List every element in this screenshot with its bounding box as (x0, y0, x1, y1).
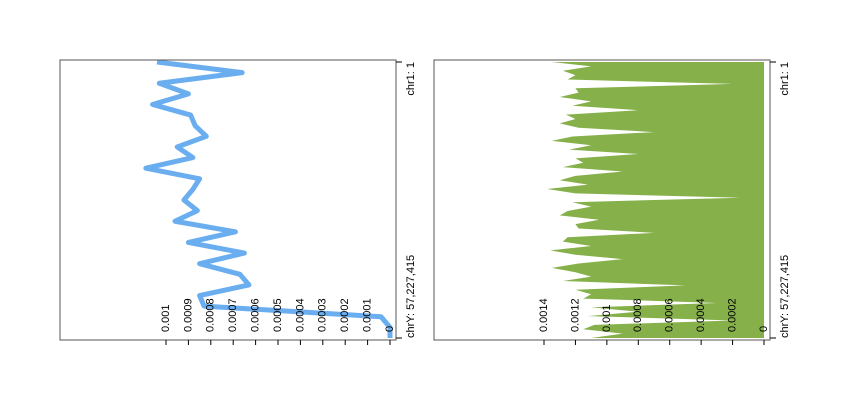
value-tick-label: 0 (758, 326, 770, 332)
track-frame (59, 59, 397, 341)
value-tick-label: 0.0004 (695, 298, 707, 332)
value-tick-label: 0.0003 (317, 298, 329, 332)
coverage-area (547, 62, 764, 338)
value-tick-label: 0.001 (160, 304, 172, 332)
value-tick-label: 0 (384, 326, 396, 332)
value-tick-label: 0.0006 (664, 298, 676, 332)
value-tick-label: 0.0005 (272, 298, 284, 332)
value-tick-label: 0.0014 (538, 298, 550, 332)
value-tick-label: 0.0002 (339, 298, 351, 332)
value-tick-label: 0.0008 (205, 298, 217, 332)
coverage-line (143, 59, 393, 338)
value-tick-label: 0.0009 (182, 298, 194, 332)
position-label: chr1: 1 (779, 62, 791, 96)
value-tick-label: 0.0002 (726, 298, 738, 332)
position-label: chr1: 1 (405, 62, 417, 96)
value-tick-label: 0.0001 (362, 298, 374, 332)
value-tick-label: 0.0007 (227, 298, 239, 332)
value-tick-label: 0.0012 (569, 298, 581, 332)
position-label: chrY: 57,227,415 (405, 255, 417, 338)
track-frame (433, 59, 771, 341)
value-tick-label: 0.0004 (294, 298, 306, 332)
value-tick-label: 0.001 (601, 304, 613, 332)
position-label: chrY: 57,227,415 (779, 255, 791, 338)
value-tick-label: 0.0008 (632, 298, 644, 332)
value-tick-label: 0.0006 (250, 298, 262, 332)
